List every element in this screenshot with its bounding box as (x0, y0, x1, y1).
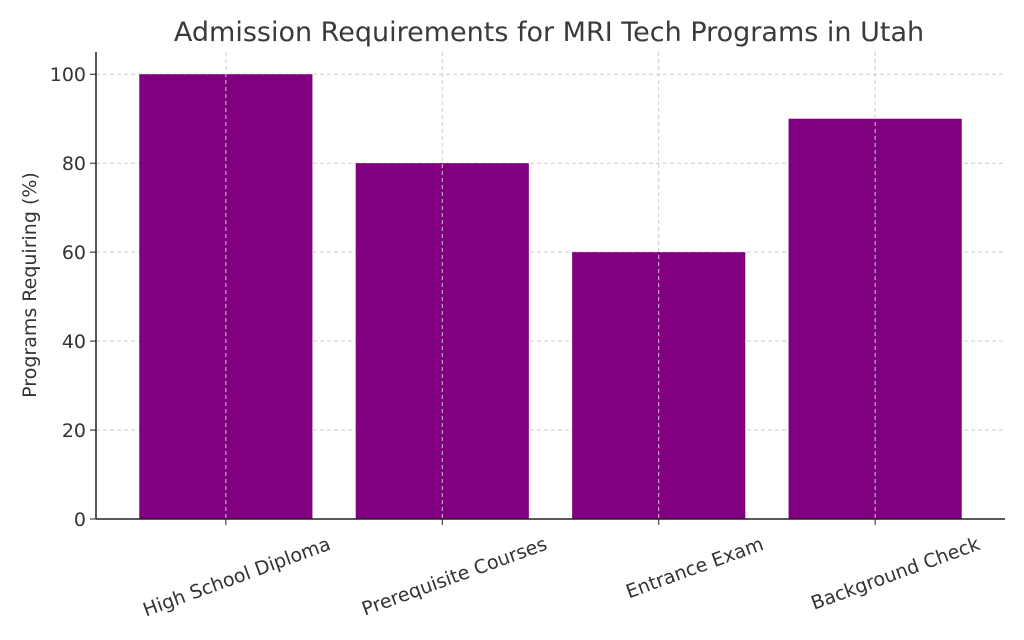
x-grid (225, 52, 876, 519)
chart-title: Admission Requirements for MRI Tech Prog… (174, 17, 924, 48)
y-tick-label: 40 (62, 331, 86, 353)
axes (95, 52, 1005, 520)
x-ticks: High School Diploma Prerequisite Courses E… (140, 519, 983, 621)
y-tick-label: 0 (74, 509, 86, 531)
y-axis-label: Programs Requiring (%) (19, 172, 41, 398)
x-tick-label: Entrance Exam (623, 533, 766, 603)
y-ticks: 0 20 40 60 80 100 (50, 64, 96, 531)
y-tick-label: 20 (62, 420, 86, 442)
y-tick-label: 100 (50, 64, 86, 86)
x-tick-label: Prerequisite Courses (359, 533, 550, 620)
y-tick-label: 60 (62, 242, 86, 264)
x-tick-label: Background Check (808, 533, 983, 614)
y-tick-label: 80 (62, 153, 86, 175)
bars (139, 74, 962, 519)
x-tick-label: High School Diploma (140, 533, 333, 621)
